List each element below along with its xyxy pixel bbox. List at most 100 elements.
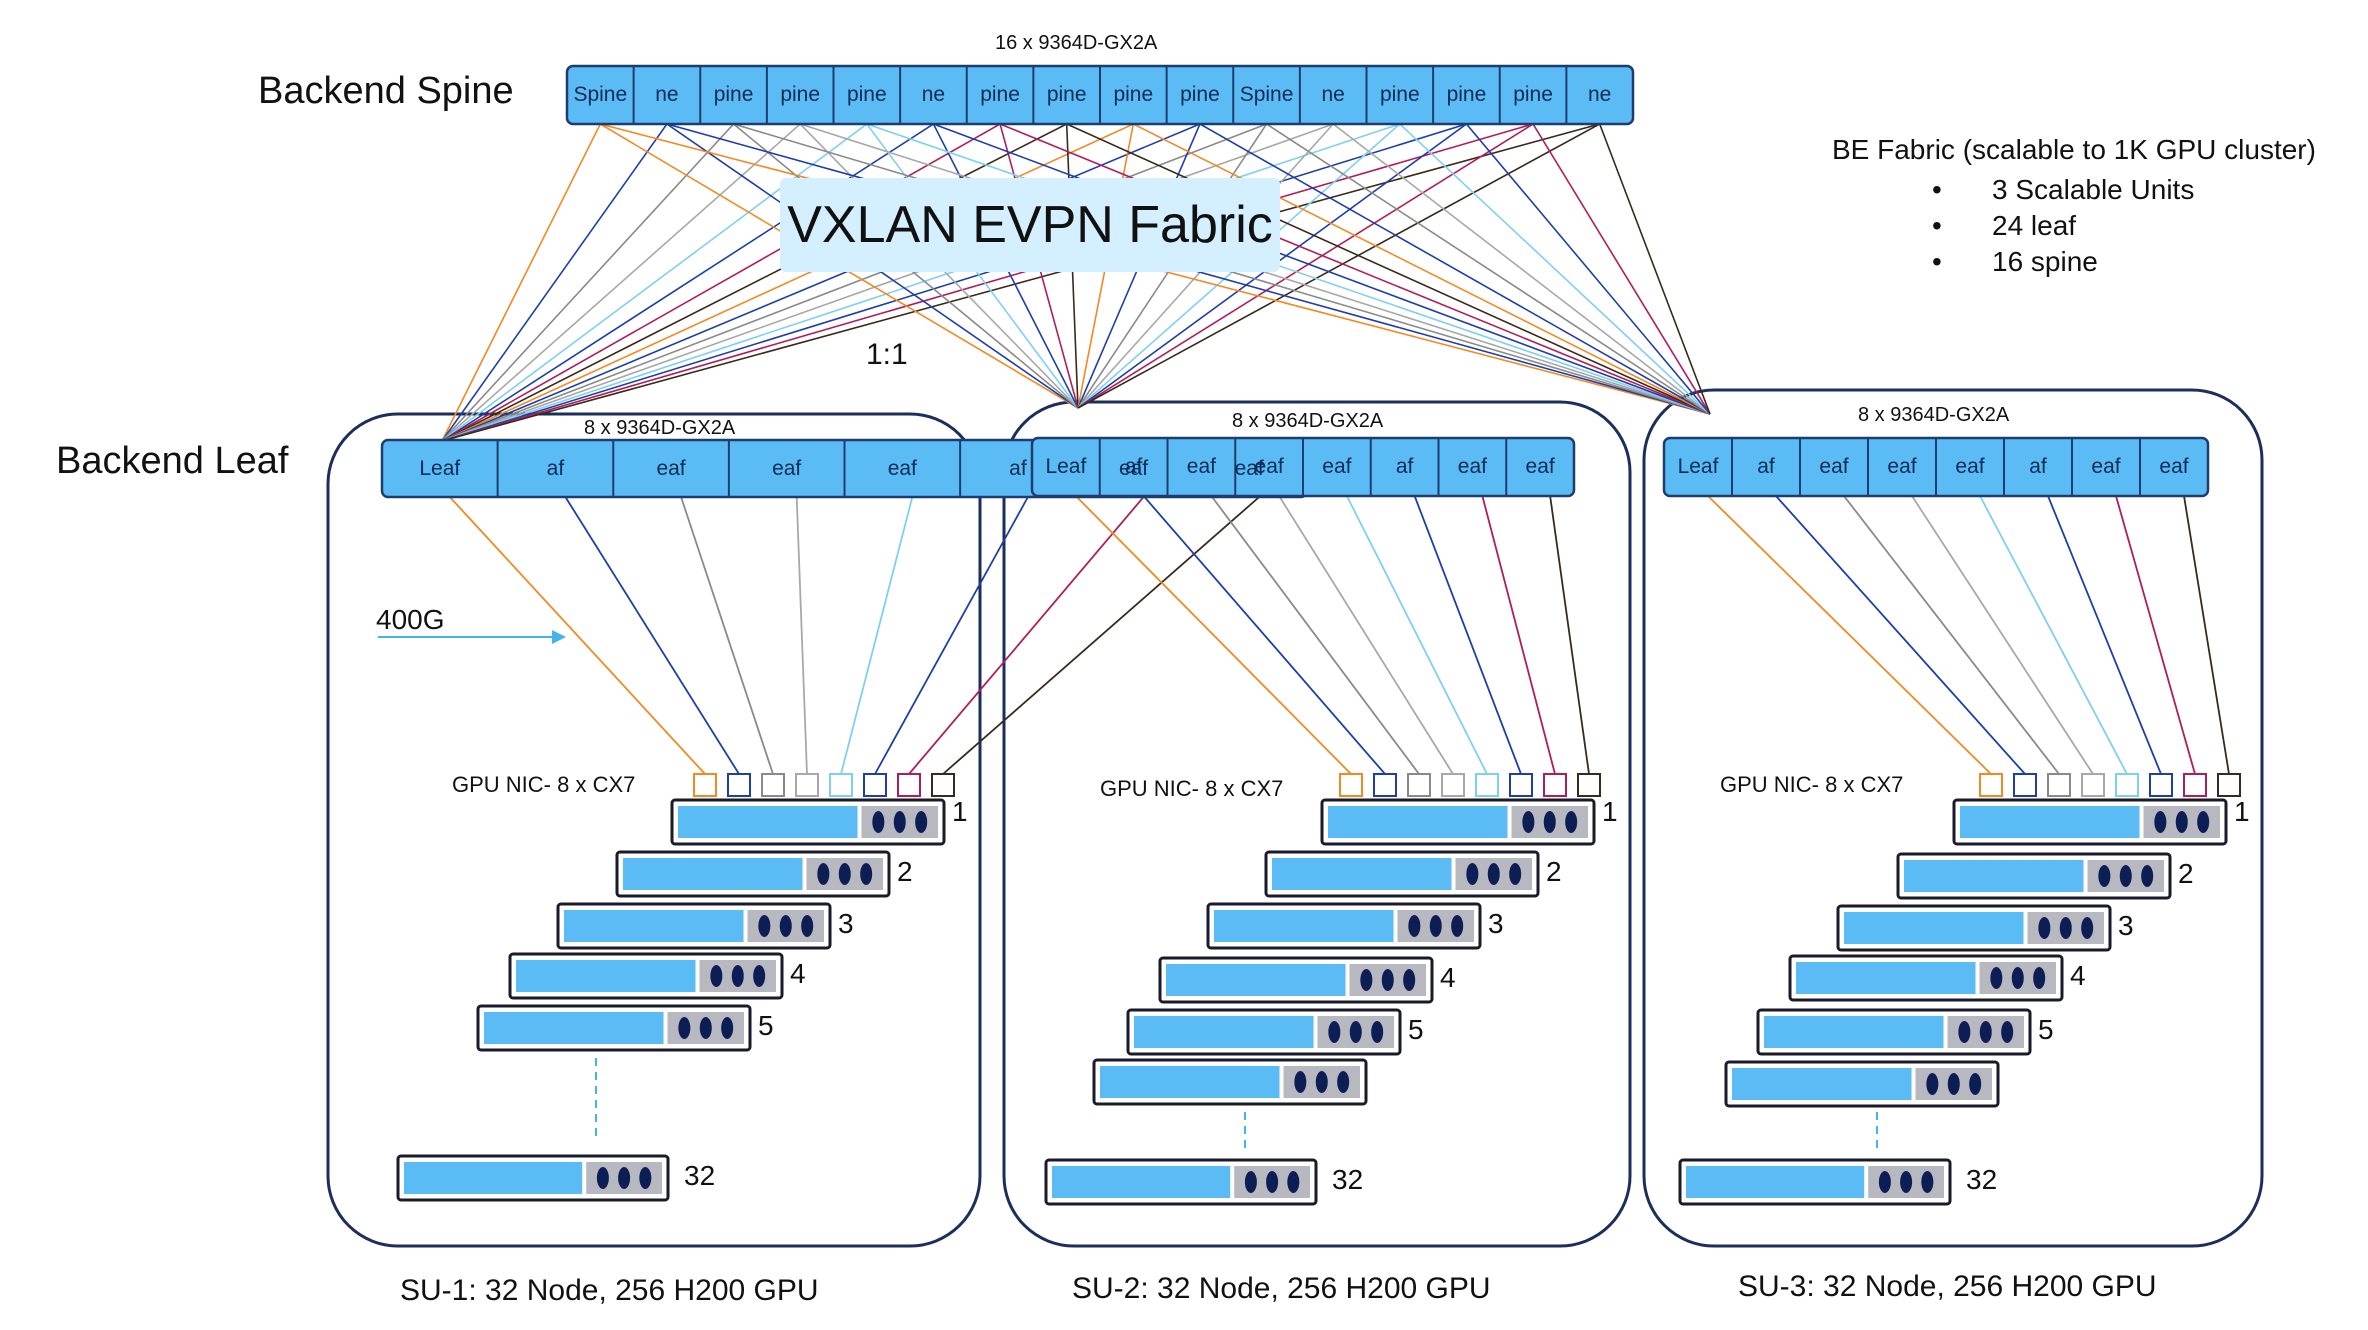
gpu-node-status-led [2059,917,2072,939]
su3-boundary [1642,388,2264,1248]
spine-switch-label: pine [1180,83,1220,106]
node-number: 5 [2038,1014,2054,1045]
spine-leaf-links [441,123,1711,442]
leaf-nic-link [1707,495,1992,775]
node-number: 32 [684,1160,716,1191]
gpu-node-status-led [1565,811,1578,833]
gpu-nic-port [897,773,921,797]
leaf-nic-link [1843,495,2060,775]
gpu-node-status-led [1969,1073,1982,1095]
node-number: 2 [897,856,913,887]
gpu-node-status-led [779,915,792,937]
gpu-node-status-led [1522,811,1535,833]
spine-leaf-link [1266,123,1711,415]
spine-leaf-link [441,123,1600,442]
gpu-node-status-led [678,1017,691,1039]
su1-boundary [326,412,982,1248]
spine-switch-label: ne [655,83,679,106]
leaf-nic-link [2183,495,2230,775]
leaf-switch-label: eaf [887,457,917,480]
gpu-node-status-led [2098,865,2111,887]
gpu-node-status-led [1926,1073,1939,1095]
spine-leaf-link [441,123,1201,442]
node-number: 1 [952,796,968,827]
gpu-nic-port [795,773,819,797]
node-number: 1 [1602,796,1618,827]
gpu-nic-port [1339,773,1363,797]
spine-switch-label: Spine [573,83,628,106]
node-number: 3 [2118,910,2134,941]
spine-leaf-link [1077,123,1534,409]
gpu-node-status-led [1328,1021,1341,1043]
gpu-node-gpu-bay [1844,912,2024,944]
gpu-node-status-led [731,965,744,987]
node-number: 2 [2178,858,2194,889]
gpu-node-gpu-bay [1796,962,1976,994]
gpu-node-status-led [1947,1073,1960,1095]
leaf-nic-link [1911,495,2094,775]
gpu-nic-port [829,773,853,797]
gpu-node-status-led [2038,917,2051,939]
spine-leaf-link [1199,123,1711,415]
node-number: 32 [1966,1164,1998,1195]
gpu-node-status-led [2001,1021,2014,1043]
gpu-node-status-led [1403,969,1416,991]
leaf-switch-label: Leaf [419,457,461,480]
spine-leaf-link [1132,123,1711,415]
gpu-node-status-led [1921,1171,1934,1193]
spine-count-label: 16 x 9364D-GX2A [995,32,1158,54]
leaf-nic-link [1278,495,1454,775]
spine-switch-row [565,64,1635,126]
node-number: 3 [838,908,854,939]
gpu-node-status-led [596,1167,609,1189]
spine-leaf-link [866,123,1711,415]
gpu-node-status-led [1315,1071,1328,1093]
gpu-node-status-led [2141,865,2154,887]
spine-leaf-link [441,123,1401,442]
leaf-nic-link [1979,495,2128,775]
gpu-nic-ports [693,773,2241,797]
leaf-switch-label: eaf [1118,457,1149,480]
leaf-switch-label: eaf [1322,455,1352,478]
gpu-node-status-led [1244,1171,1257,1193]
spine-switch-label: pine [780,83,821,106]
spine-leaf-link [441,123,602,442]
gpu-node-status-led [710,965,723,987]
leaf-nic-link [1142,495,1386,775]
spine-leaf-link [1332,123,1711,415]
leaf-switch-label: af [1757,455,1775,478]
gpu-node-status-led [817,863,830,885]
spine-switch-label: pine [846,83,887,106]
spine-leaf-link [1066,123,1711,415]
gpu-node-gpu-bay [1100,1066,1280,1098]
su1-leaf-count: 8 x 9364D-GX2A [584,417,736,439]
gpu-nic-port [931,773,955,797]
be-fabric-item: 16 spine [1832,244,2316,280]
ratio-label: 1:1 [866,338,908,371]
leaf-nic-link [449,496,706,775]
spine-switch-label: pine [713,83,754,106]
leaf-switch-label: Leaf [1045,455,1087,478]
gpu-node-status-led [1371,1021,1384,1043]
gpu-node-gpu-bay [516,960,696,992]
spine-leaf-link [1077,123,1601,409]
annotations [378,630,1878,1150]
su2-leaf-count: 8 x 9364D-GX2A [1232,410,1384,432]
gpu-node-status-led [1509,863,1522,885]
gpu-node-status-led [1990,967,2003,989]
gpu-node-gpu-bay [1134,1016,1314,1048]
leaf-switch-label: Leaf [1677,455,1719,478]
gpu-nic-port [727,773,751,797]
node-number: 3 [1488,908,1504,939]
leaf-nic-link [1210,495,1420,775]
gpu-node-gpu-bay [484,1012,664,1044]
be-fabric-item: 24 leaf [1832,208,2316,244]
spine-leaf-link [933,123,1711,415]
leaf-nic-link [2047,495,2162,775]
spine-leaf-link [1465,123,1711,415]
gpu-nic-port [863,773,887,797]
leaf-switch-label: eaf [1819,455,1849,478]
gpu-node-status-led [1360,969,1373,991]
leaf-switch-label: eaf [1254,455,1284,478]
gpu-nic-port [1577,773,1601,797]
